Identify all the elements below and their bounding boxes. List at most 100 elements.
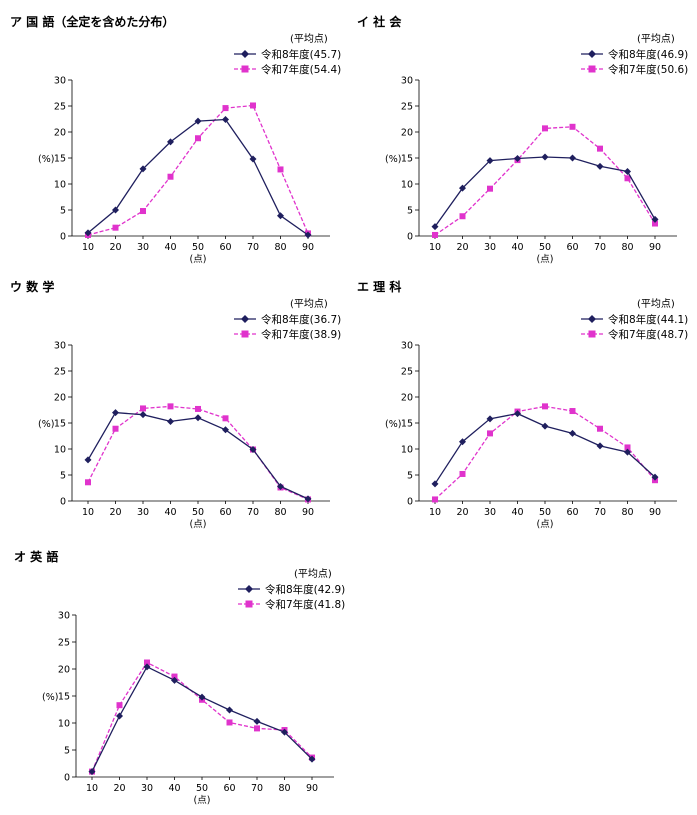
point-r7-90	[652, 220, 658, 227]
point-r8-40	[514, 155, 521, 163]
x-tick-label: 40	[511, 242, 523, 253]
chart-eigo: オ 英 語 (平均点) 令和8年度(42.9) 令和7年度(41.8) 0 5 10 15 20…	[4, 543, 349, 811]
x-tick-label: 90	[302, 242, 314, 253]
x-tick-label: 30	[484, 242, 496, 253]
point-r8-80	[624, 448, 631, 456]
chart-shakai: イ 社 会 (平均点) 令和8年度(46.9) 令和7年度(50.6) 0 5 10 15 20…	[347, 8, 692, 270]
point-r8-70	[249, 446, 257, 454]
point-r7-20	[112, 425, 119, 432]
y-tick-label: 20	[401, 393, 413, 404]
legend-label-2: 令和7年度(50.6)	[608, 63, 688, 76]
legend-marker-square	[241, 330, 249, 338]
legend-marker-square	[241, 65, 249, 73]
y-tick-label: 30	[54, 76, 66, 87]
point-r7-10	[432, 231, 438, 238]
point-r7-40	[167, 403, 174, 410]
point-r8-50	[194, 414, 202, 422]
x-tick-label: 80	[274, 507, 286, 518]
x-tick-label: 20	[109, 507, 121, 518]
chart-sugaku-svg: ウ 数 学 (平均点) 令和8年度(36.7) 令和7年度(38.9) 0 5 10 15 20…	[10, 279, 341, 530]
point-r8-20	[116, 712, 123, 720]
point-r8-40	[167, 417, 174, 425]
legend-label-1: 令和8年度(42.9)	[265, 583, 345, 596]
chart-sugaku: ウ 数 学 (平均点) 令和8年度(36.7) 令和7年度(38.9) 0 5 10 15 20…	[0, 273, 345, 535]
x-tick-label: 60	[566, 507, 578, 518]
x-tick-label: 80	[278, 783, 290, 794]
point-r8-80	[281, 728, 288, 736]
y-tick-label: 15	[54, 154, 66, 165]
point-r7-70	[250, 102, 256, 109]
legend-marker-diamond	[588, 315, 596, 323]
point-r8-60	[222, 426, 229, 434]
y-tick-label: 0	[407, 497, 413, 508]
series-line-1	[434, 156, 656, 227]
x-tick-label: 90	[302, 507, 314, 518]
y-tick-label: 30	[401, 341, 413, 352]
x-axis-label: (点)	[537, 254, 554, 265]
point-r7-20	[459, 213, 466, 220]
point-r7-50	[542, 403, 548, 410]
point-r7-40	[167, 173, 174, 180]
x-tick-label: 20	[456, 507, 468, 518]
y-tick-label: 5	[407, 471, 413, 482]
y-tick-label: 25	[401, 102, 413, 113]
point-r7-20	[459, 470, 466, 477]
point-r8-60	[569, 429, 576, 437]
legend-label-2: 令和7年度(41.8)	[265, 598, 345, 611]
x-tick-label: 80	[621, 507, 633, 518]
x-tick-label: 90	[649, 242, 661, 253]
point-r8-80	[624, 168, 631, 176]
chart-rika: エ 理 科 (平均点) 令和8年度(44.1) 令和7年度(48.7) 0 5 10 15 20…	[347, 273, 692, 535]
x-tick-label: 40	[164, 242, 176, 253]
point-r8-70	[253, 717, 261, 725]
point-r7-70	[254, 725, 260, 732]
y-tick-label: 5	[407, 206, 413, 217]
series-line-2	[434, 126, 656, 236]
y-tick-label: 10	[401, 180, 413, 191]
point-r7-60	[226, 719, 233, 726]
point-r8-30	[139, 165, 147, 173]
x-tick-label: 90	[649, 507, 661, 518]
point-r7-60	[569, 123, 576, 130]
point-r8-20	[459, 184, 466, 192]
x-tick-label: 10	[429, 507, 441, 518]
legend-label-1: 令和8年度(45.7)	[261, 48, 341, 61]
x-tick-label: 50	[196, 783, 208, 794]
x-tick-label: 30	[137, 242, 149, 253]
point-r7-30	[140, 208, 146, 215]
point-r7-10	[432, 496, 438, 503]
legend-marker-diamond	[245, 585, 253, 593]
x-tick-label: 20	[113, 783, 125, 794]
x-axis-label: (点)	[190, 519, 207, 530]
x-tick-label: 40	[164, 507, 176, 518]
y-tick-label: 5	[60, 471, 66, 482]
legend-header: (平均点)	[637, 33, 675, 45]
series-line-1	[87, 411, 309, 500]
point-r8-20	[459, 438, 466, 446]
x-tick-label: 80	[621, 242, 633, 253]
x-tick-label: 20	[109, 242, 121, 253]
x-tick-label: 60	[223, 783, 235, 794]
y-axis-label: (%)	[385, 419, 401, 430]
point-r8-50	[541, 153, 549, 161]
x-tick-label: 70	[594, 507, 606, 518]
x-tick-label: 70	[251, 783, 263, 794]
x-tick-label: 20	[456, 242, 468, 253]
x-tick-label: 50	[192, 242, 204, 253]
point-r8-90	[651, 473, 659, 481]
x-tick-label: 50	[192, 507, 204, 518]
point-r8-40	[171, 676, 178, 684]
point-r8-70	[596, 162, 604, 170]
y-tick-label: 10	[54, 445, 66, 456]
series-line-2	[91, 661, 313, 772]
point-r8-90	[304, 231, 312, 239]
chart-kokugo-svg: ア 国 語（全定を含めた分布） (平均点) 令和8年度(45.7) 令和7年度(54.…	[10, 14, 341, 265]
x-tick-label: 70	[247, 242, 259, 253]
chart-eigo-svg: オ 英 語 (平均点) 令和8年度(42.9) 令和7年度(41.8) 0 5 10 15 20…	[14, 549, 345, 806]
legend-label-2: 令和7年度(54.4)	[261, 63, 341, 76]
point-r8-50	[541, 422, 549, 430]
point-r8-20	[112, 409, 119, 417]
point-r8-10	[431, 480, 439, 488]
point-r7-80	[624, 175, 631, 182]
point-r7-60	[222, 415, 229, 422]
